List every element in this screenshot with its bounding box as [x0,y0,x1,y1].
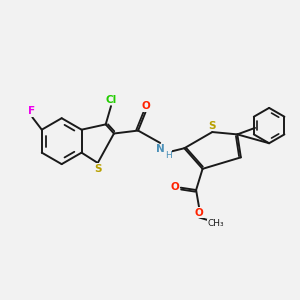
Text: CH₃: CH₃ [208,219,224,228]
Text: O: O [141,101,150,111]
Text: H: H [165,151,172,160]
Text: S: S [208,121,216,131]
Text: S: S [94,164,102,173]
Text: O: O [170,182,179,192]
Text: Cl: Cl [106,95,117,105]
Text: N: N [156,144,165,154]
Text: F: F [28,106,35,116]
Text: O: O [195,208,204,218]
